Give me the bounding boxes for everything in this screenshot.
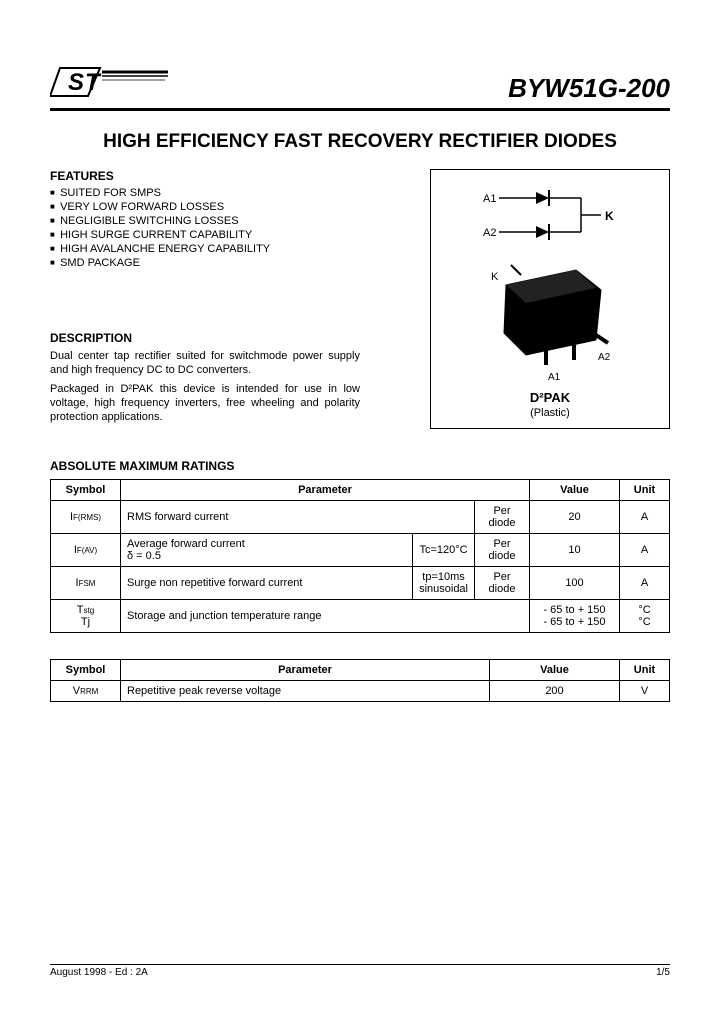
- footer-page: 1/5: [656, 967, 670, 978]
- description-heading: DESCRIPTION: [50, 331, 430, 345]
- voltage-table: Symbol Parameter Value Unit VRRM Repetit…: [50, 659, 670, 702]
- part-number: BYW51G-200: [508, 73, 670, 104]
- table-header-row: Symbol Parameter Value Unit: [51, 660, 670, 681]
- description-para1: Dual center tap rectifier suited for swi…: [50, 349, 360, 378]
- col-parameter: Parameter: [121, 660, 490, 681]
- left-column: FEATURES SUITED FOR SMPS VERY LOW FORWAR…: [50, 169, 430, 429]
- svg-text:S: S: [68, 69, 84, 96]
- cell-cond: Per diode: [475, 501, 530, 534]
- table-row: TstgTj Storage and junction temperature …: [51, 600, 670, 633]
- cell-unit: A: [620, 534, 670, 567]
- cell-value: - 65 to + 150 - 65 to + 150: [530, 600, 620, 633]
- cell-param: Average forward current δ = 0.5: [121, 534, 413, 567]
- feature-item: NEGLIGIBLE SWITCHING LOSSES: [50, 215, 430, 227]
- features-list: SUITED FOR SMPS VERY LOW FORWARD LOSSES …: [50, 187, 430, 269]
- cell-symbol: IFSM: [51, 567, 121, 600]
- cell-param: RMS forward current: [121, 501, 475, 534]
- pin-label-a2: A2: [483, 227, 496, 239]
- col-value: Value: [530, 480, 620, 501]
- cell-value: 200: [490, 681, 620, 702]
- cell-param: Storage and junction temperature range: [121, 600, 530, 633]
- pin-label-k: K: [605, 209, 614, 223]
- pin-label-a1: A1: [483, 193, 496, 205]
- pkg-k-label: K: [491, 271, 499, 283]
- cell-value: 20: [530, 501, 620, 534]
- ratings-table: Symbol Parameter Value Unit IF(RMS) RMS …: [50, 479, 670, 633]
- feature-item: HIGH AVALANCHE ENERGY CAPABILITY: [50, 243, 430, 255]
- ratings-heading: ABSOLUTE MAXIMUM RATINGS: [50, 459, 670, 473]
- svg-text:T: T: [85, 69, 102, 96]
- cell-param: Surge non repetitive forward current: [121, 567, 413, 600]
- package-diagram-box: A1 A2 K K: [430, 169, 670, 429]
- pkg-a2-label: A2: [598, 352, 611, 363]
- table-row: IF(RMS) RMS forward current Per diode 20…: [51, 501, 670, 534]
- cell-unit: A: [620, 501, 670, 534]
- col-unit: Unit: [620, 660, 670, 681]
- cell-cond1: tp=10ms sinusoidal: [413, 567, 475, 600]
- cell-param: Repetitive peak reverse voltage: [121, 681, 490, 702]
- cell-cond2: Per diode: [475, 534, 530, 567]
- col-parameter: Parameter: [121, 480, 530, 501]
- cell-symbol: VRRM: [51, 681, 121, 702]
- table-row: IF(AV) Average forward current δ = 0.5 T…: [51, 534, 670, 567]
- table-row: VRRM Repetitive peak reverse voltage 200…: [51, 681, 670, 702]
- description-para2: Packaged in D²PAK this device is intende…: [50, 382, 360, 425]
- cell-cond1: Tc=120°C: [413, 534, 475, 567]
- header: S T BYW51G-200: [50, 60, 670, 111]
- st-logo: S T: [50, 60, 170, 104]
- cell-symbol: IF(RMS): [51, 501, 121, 534]
- footer: August 1998 - Ed : 2A 1/5: [50, 964, 670, 978]
- cell-cond2: Per diode: [475, 567, 530, 600]
- cell-value: 100: [530, 567, 620, 600]
- col-symbol: Symbol: [51, 480, 121, 501]
- package-material: (Plastic): [530, 407, 570, 419]
- feature-item: VERY LOW FORWARD LOSSES: [50, 201, 430, 213]
- cell-symbol: TstgTj: [51, 600, 121, 633]
- col-symbol: Symbol: [51, 660, 121, 681]
- table-row: IFSM Surge non repetitive forward curren…: [51, 567, 670, 600]
- cell-unit: °C °C: [620, 600, 670, 633]
- feature-item: SMD PACKAGE: [50, 257, 430, 269]
- page-title: HIGH EFFICIENCY FAST RECOVERY RECTIFIER …: [50, 131, 670, 153]
- footer-date: August 1998 - Ed : 2A: [50, 967, 148, 978]
- feature-item: HIGH SURGE CURRENT CAPABILITY: [50, 229, 430, 241]
- col-value: Value: [490, 660, 620, 681]
- package-diagram-svg: A1 A2 K K: [441, 180, 659, 420]
- feature-item: SUITED FOR SMPS: [50, 187, 430, 199]
- col-unit: Unit: [620, 480, 670, 501]
- cell-symbol: IF(AV): [51, 534, 121, 567]
- package-name: D²PAK: [530, 390, 571, 405]
- cell-value: 10: [530, 534, 620, 567]
- pkg-a1-label: A1: [548, 372, 561, 383]
- cell-unit: V: [620, 681, 670, 702]
- cell-unit: A: [620, 567, 670, 600]
- main-content: FEATURES SUITED FOR SMPS VERY LOW FORWAR…: [50, 169, 670, 429]
- datasheet-page: S T BYW51G-200 HIGH EFFICIENCY FAST RECO…: [0, 0, 720, 1012]
- table-header-row: Symbol Parameter Value Unit: [51, 480, 670, 501]
- features-heading: FEATURES: [50, 169, 430, 183]
